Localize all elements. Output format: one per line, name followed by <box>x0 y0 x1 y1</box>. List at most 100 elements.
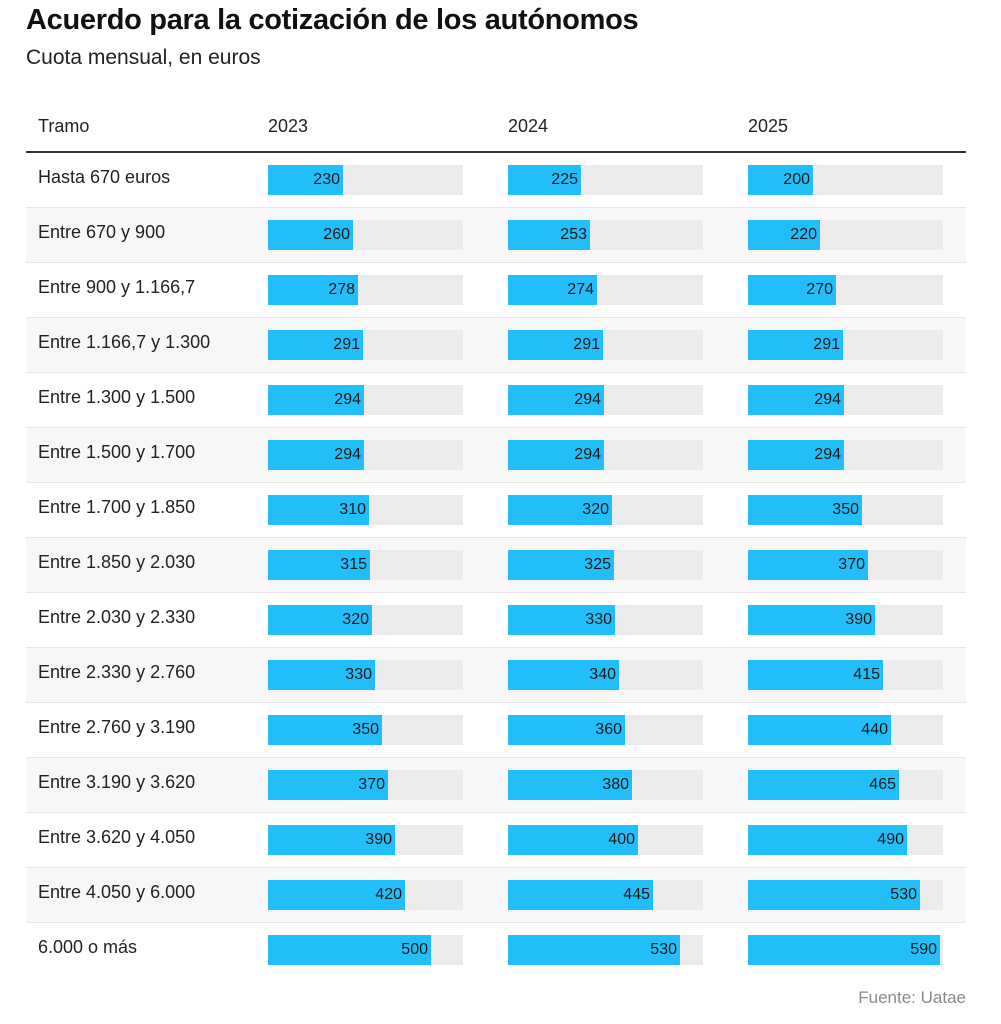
table-row: Entre 1.166,7 y 1.300 291 291 291 <box>26 318 966 373</box>
bar-track-2023: 370 <box>268 770 463 800</box>
bar-2024: 400 <box>508 825 638 855</box>
bar-2025: 294 <box>748 385 844 415</box>
bar-track-2024: 291 <box>508 330 703 360</box>
row-label: Entre 1.700 y 1.850 <box>38 497 196 517</box>
header-2025: 2025 <box>748 116 789 136</box>
bar-track-2023: 320 <box>268 605 463 635</box>
table-row: Entre 1.850 y 2.030 315 325 370 <box>26 538 966 593</box>
bar-track-2024: 225 <box>508 165 703 195</box>
bar-2024: 445 <box>508 880 653 910</box>
bar-value-label: 278 <box>328 281 355 298</box>
source-note: Fuente: Uatae <box>858 988 966 1007</box>
bar-track-2025: 490 <box>748 825 943 855</box>
bar-value-label: 465 <box>869 776 896 793</box>
bar-2023: 230 <box>268 165 343 195</box>
bar-value-label: 350 <box>352 721 379 738</box>
row-label: Entre 4.050 y 6.000 <box>38 882 196 902</box>
row-label: Hasta 670 euros <box>38 167 171 187</box>
bar-value-label: 294 <box>334 446 361 463</box>
table-row: Entre 2.760 y 3.190 350 360 440 <box>26 703 966 758</box>
bar-track-2023: 291 <box>268 330 463 360</box>
bar-value-label: 310 <box>339 501 366 518</box>
bar-track-2023: 310 <box>268 495 463 525</box>
header-2024: 2024 <box>508 116 549 136</box>
bar-2024: 340 <box>508 660 619 690</box>
bar-value-label: 220 <box>790 226 817 243</box>
bar-value-label: 530 <box>890 886 917 903</box>
bar-value-label: 490 <box>877 831 904 848</box>
bar-track-2023: 330 <box>268 660 463 690</box>
row-label: Entre 1.850 y 2.030 <box>38 552 196 572</box>
row-label: Entre 1.300 y 1.500 <box>38 387 196 407</box>
header-tramo: Tramo <box>38 116 90 136</box>
table-row: Hasta 670 euros 230 225 200 <box>26 153 966 208</box>
bar-2023: 500 <box>268 935 431 965</box>
bar-2023: 330 <box>268 660 375 690</box>
bar-value-label: 291 <box>573 336 600 353</box>
bar-2024: 291 <box>508 330 603 360</box>
bar-track-2024: 400 <box>508 825 703 855</box>
bar-2025: 530 <box>748 880 920 910</box>
table-row: Entre 1.700 y 1.850 310 320 350 <box>26 483 966 538</box>
bar-2025: 200 <box>748 165 813 195</box>
table-row: 6.000 o más 500 530 590 <box>26 923 966 977</box>
bar-value-label: 320 <box>582 501 609 518</box>
table-row: Entre 2.030 y 2.330 320 330 390 <box>26 593 966 648</box>
bar-2024: 380 <box>508 770 632 800</box>
bar-track-2024: 445 <box>508 880 703 910</box>
bar-2023: 294 <box>268 385 364 415</box>
bar-2024: 320 <box>508 495 612 525</box>
bar-2023: 390 <box>268 825 395 855</box>
bar-2025: 465 <box>748 770 899 800</box>
bar-track-2024: 360 <box>508 715 703 745</box>
bar-2023: 310 <box>268 495 369 525</box>
bar-track-2023: 350 <box>268 715 463 745</box>
bar-2023: 294 <box>268 440 364 470</box>
bar-track-2025: 220 <box>748 220 943 250</box>
bar-2024: 360 <box>508 715 625 745</box>
bar-value-label: 325 <box>584 556 611 573</box>
row-label: Entre 3.620 y 4.050 <box>38 827 196 847</box>
bar-track-2025: 530 <box>748 880 943 910</box>
bar-2025: 590 <box>748 935 940 965</box>
bar-track-2025: 390 <box>748 605 943 635</box>
bar-track-2023: 500 <box>268 935 463 965</box>
bar-value-label: 350 <box>832 501 859 518</box>
header-2023: 2023 <box>268 116 309 136</box>
row-label: Entre 2.760 y 3.190 <box>38 717 196 737</box>
bar-track-2024: 530 <box>508 935 703 965</box>
row-label: Entre 1.500 y 1.700 <box>38 442 196 462</box>
bar-track-2024: 274 <box>508 275 703 305</box>
bar-track-2024: 380 <box>508 770 703 800</box>
table-row: Entre 3.190 y 3.620 370 380 465 <box>26 758 966 813</box>
bar-2023: 370 <box>268 770 388 800</box>
bar-value-label: 420 <box>375 886 402 903</box>
bar-track-2025: 440 <box>748 715 943 745</box>
bar-track-2024: 325 <box>508 550 703 580</box>
table-row: Entre 900 y 1.166,7 278 274 270 <box>26 263 966 318</box>
table-body: Hasta 670 euros 230 225 200 Entre 670 y 900 2… <box>26 153 966 977</box>
bar-value-label: 400 <box>608 831 635 848</box>
bar-track-2023: 420 <box>268 880 463 910</box>
bar-2025: 350 <box>748 495 862 525</box>
bar-value-label: 370 <box>358 776 385 793</box>
bar-value-label: 294 <box>814 446 841 463</box>
bar-2025: 490 <box>748 825 907 855</box>
bar-2023: 315 <box>268 550 370 580</box>
bar-value-label: 340 <box>589 666 616 683</box>
bar-track-2025: 370 <box>748 550 943 580</box>
bar-value-label: 370 <box>838 556 865 573</box>
bar-value-label: 291 <box>333 336 360 353</box>
bar-2024: 294 <box>508 385 604 415</box>
bar-track-2024: 253 <box>508 220 703 250</box>
bar-2023: 320 <box>268 605 372 635</box>
bar-value-label: 530 <box>650 941 677 958</box>
bar-value-label: 500 <box>401 941 428 958</box>
bar-track-2024: 340 <box>508 660 703 690</box>
bar-2025: 415 <box>748 660 883 690</box>
bar-value-label: 440 <box>861 721 888 738</box>
row-label: Entre 900 y 1.166,7 <box>38 277 196 297</box>
bar-value-label: 294 <box>334 391 361 408</box>
bar-track-2023: 294 <box>268 440 463 470</box>
bar-value-label: 291 <box>813 336 840 353</box>
